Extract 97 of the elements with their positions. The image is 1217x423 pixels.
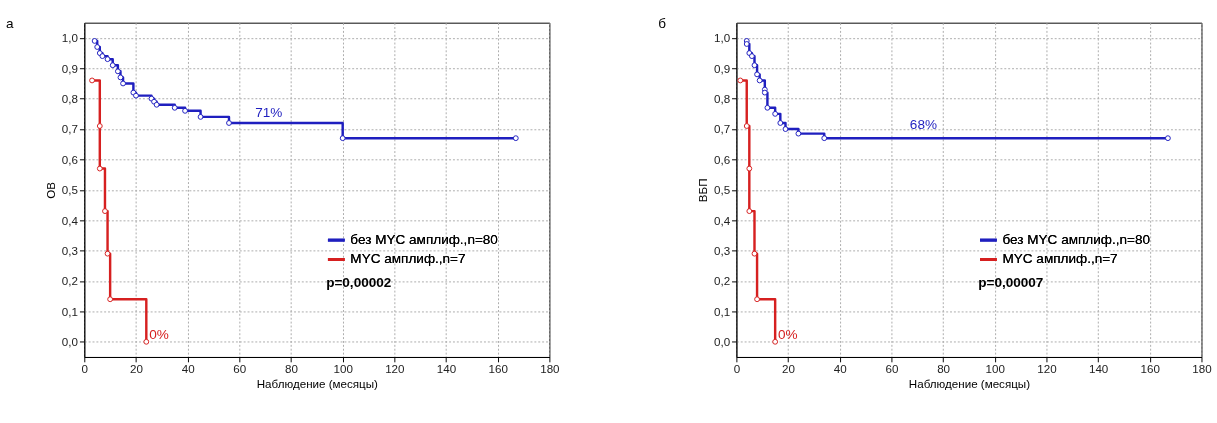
point [99, 53, 106, 60]
point [746, 208, 753, 215]
y-axis-title: ВБП [696, 178, 710, 203]
point [182, 107, 188, 114]
point [109, 62, 116, 69]
point [777, 120, 784, 126]
x-tick-label: 40 [181, 361, 195, 375]
point [782, 126, 789, 132]
x-tick-label: 160 [1140, 361, 1160, 375]
point [102, 208, 108, 215]
annotation: p=0,00007 [978, 275, 1044, 291]
legend-label: без MYC амплиф.,n=80 [1002, 232, 1151, 248]
legend-label: MYC амплиф.,n=7 [350, 251, 466, 267]
x-tick-label: 80 [937, 361, 951, 375]
y-axis-title: ОВ [44, 181, 58, 199]
y-tick-label: 0,8 [61, 92, 78, 106]
point [94, 44, 101, 50]
x-tick-label: 140 [1088, 361, 1109, 375]
x-tick-label: 0 [733, 361, 741, 375]
x-tick-label: 80 [285, 361, 298, 375]
point [751, 250, 758, 257]
point [512, 135, 519, 142]
point [795, 130, 802, 137]
y-tick-label: 0,9 [61, 61, 78, 75]
annotation: 0% [778, 326, 798, 342]
point [737, 77, 744, 84]
x-tick-label: 20 [782, 361, 796, 375]
point [772, 110, 779, 117]
x-tick-label: 120 [1037, 361, 1057, 375]
y-tick-label: 0,9 [713, 61, 731, 75]
x-axis-title: Наблюдение (месяцы) [256, 376, 379, 390]
point [114, 68, 121, 75]
annotation: 0% [149, 326, 169, 342]
point [764, 104, 771, 111]
point [743, 123, 750, 129]
chart-title: а [6, 15, 15, 31]
legend-label: MYC амплиф.,n=7 [1002, 251, 1118, 267]
y-tick-label: 0,5 [713, 183, 731, 197]
x-tick-label: 100 [333, 361, 353, 375]
x-tick-label: 100 [985, 361, 1005, 375]
legend-label: без MYC амплиф.,n=80 [350, 232, 498, 248]
point [117, 74, 124, 81]
x-tick-label: 180 [1192, 361, 1212, 375]
point [91, 38, 98, 44]
y-tick-label: 0,7 [713, 122, 731, 136]
point [107, 296, 114, 303]
x-tick-label: 160 [488, 361, 508, 375]
annotation: 68% [909, 117, 937, 133]
point [1164, 135, 1171, 142]
x-tick-label: 120 [385, 361, 405, 375]
y-tick-label: 0,4 [61, 213, 79, 227]
point [746, 165, 753, 172]
point [96, 165, 103, 172]
point [120, 80, 126, 87]
y-tick-label: 0,0 [713, 335, 731, 349]
point [751, 62, 758, 69]
annotation: p=0,00002 [326, 275, 392, 291]
x-tick-label: 180 [540, 361, 560, 375]
y-tick-label: 0,8 [713, 92, 731, 106]
y-tick-label: 0,7 [61, 122, 78, 136]
chart-title: б [658, 15, 667, 31]
point [339, 135, 346, 142]
point [104, 56, 111, 63]
point [754, 71, 760, 78]
point [756, 77, 763, 84]
y-tick-label: 0,2 [713, 274, 731, 288]
x-tick-label: 40 [833, 361, 847, 375]
point [171, 104, 178, 111]
x-axis-title: Наблюдение (месяцы) [908, 376, 1031, 390]
y-tick-label: 0,5 [61, 183, 78, 197]
x-tick-label: 0 [81, 361, 89, 375]
point [226, 120, 232, 126]
y-tick-label: 0,6 [61, 152, 78, 166]
y-tick-label: 0,6 [713, 152, 731, 166]
x-tick-label: 140 [436, 361, 457, 375]
y-tick-label: 0,2 [61, 274, 78, 288]
annotation: 71% [255, 105, 283, 121]
point [821, 135, 828, 142]
point [96, 123, 103, 129]
x-tick-label: 60 [885, 361, 899, 375]
point [197, 114, 204, 120]
point [754, 296, 760, 303]
y-tick-label: 1,0 [713, 31, 731, 45]
point [772, 338, 779, 345]
y-tick-label: 1,0 [61, 31, 78, 45]
point [89, 77, 95, 84]
point [748, 53, 755, 60]
y-tick-label: 0,1 [713, 304, 731, 318]
y-tick-label: 0,0 [61, 335, 78, 349]
x-tick-label: 60 [233, 361, 247, 375]
point [104, 250, 111, 257]
y-tick-label: 0,3 [713, 243, 731, 257]
point [143, 338, 150, 345]
y-tick-label: 0,3 [61, 243, 78, 257]
y-tick-label: 0,4 [713, 213, 731, 227]
x-tick-label: 20 [130, 361, 143, 375]
y-tick-label: 0,1 [61, 304, 78, 318]
